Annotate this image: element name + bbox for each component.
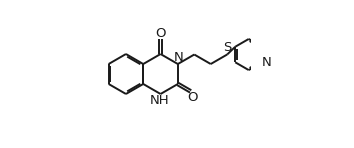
Text: NH: NH <box>150 94 170 107</box>
Text: O: O <box>187 91 198 104</box>
Text: N: N <box>262 56 272 69</box>
Text: O: O <box>155 27 166 40</box>
Text: N: N <box>174 51 183 64</box>
Text: S: S <box>223 41 232 54</box>
